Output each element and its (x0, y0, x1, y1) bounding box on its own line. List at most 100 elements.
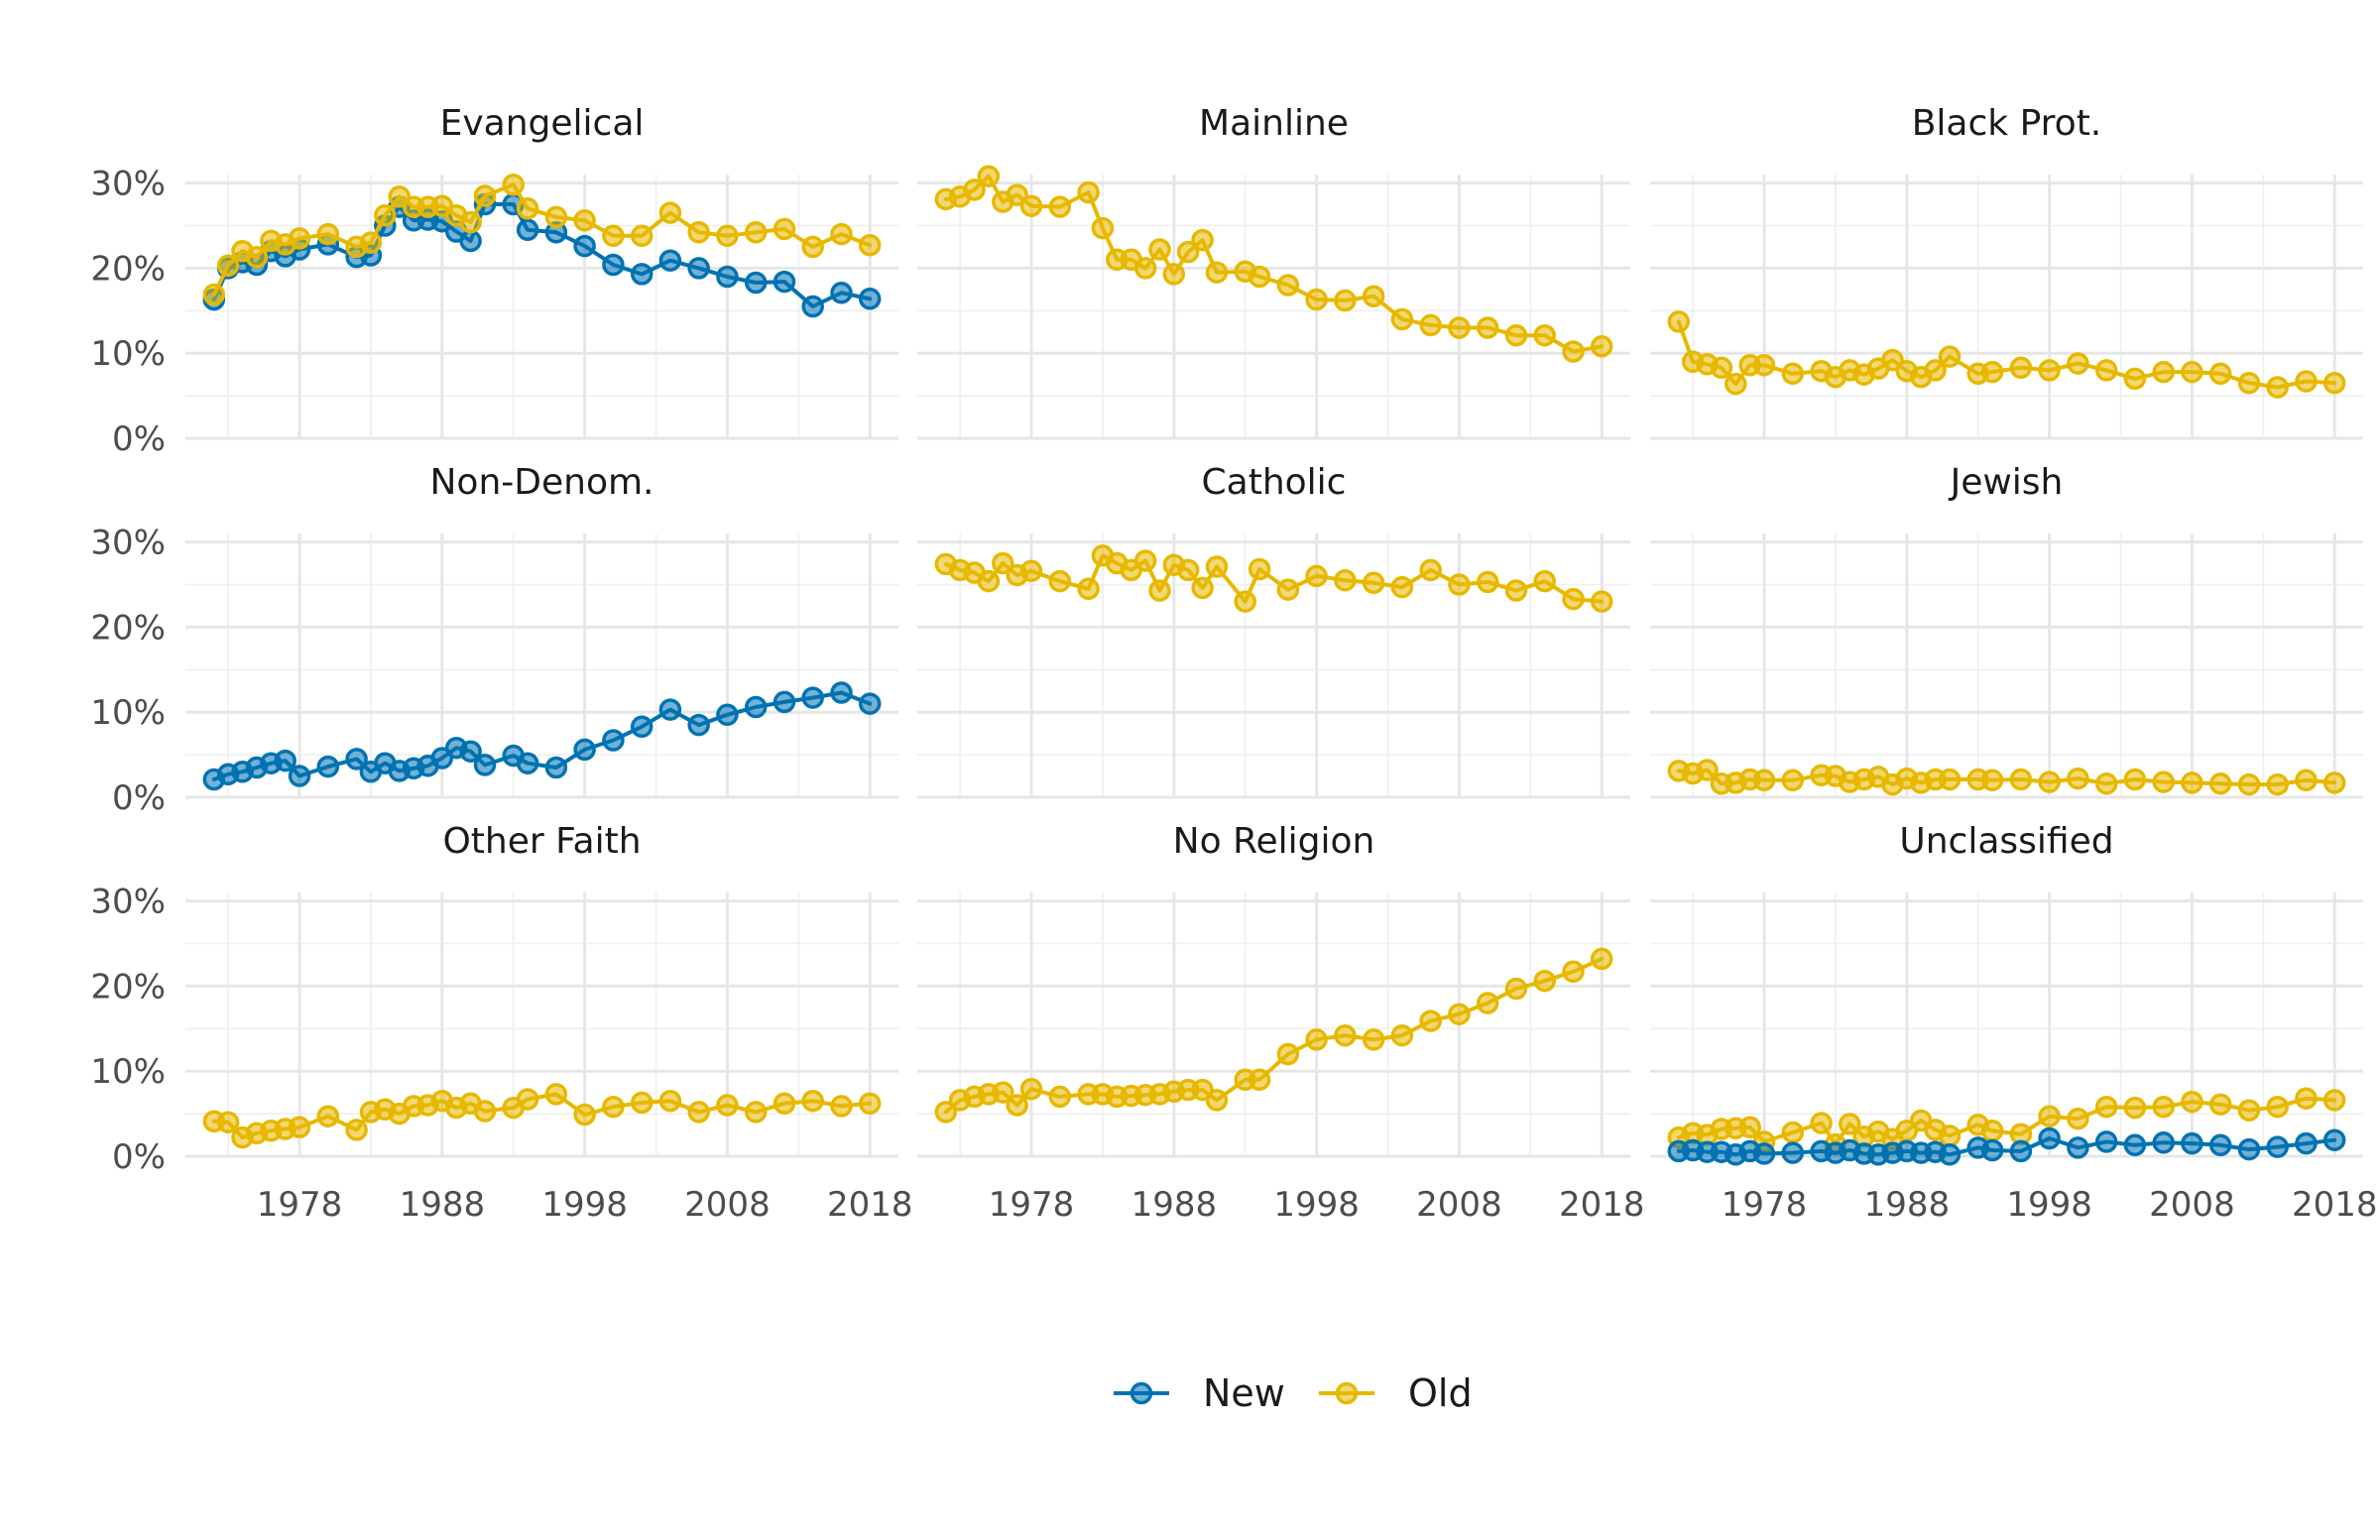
data-point-old (573, 209, 596, 232)
data-point-new (2181, 1131, 2203, 1155)
data-point-new (2237, 1137, 2261, 1161)
data-point-old (2237, 772, 2261, 796)
data-point-old (2123, 1096, 2147, 1120)
x-tick-label: 1988 (1864, 1185, 1951, 1225)
data-point-old (1938, 1125, 1962, 1147)
data-point-old (977, 569, 1001, 593)
data-point-old (2322, 771, 2346, 794)
data-point-new (687, 713, 710, 737)
data-point-old (1048, 569, 1072, 593)
data-point-old (1590, 335, 1613, 358)
data-point-old (1019, 194, 1043, 217)
data-point-old (1334, 289, 1357, 312)
data-point-old (1191, 228, 1214, 252)
data-point-old (2094, 1095, 2118, 1119)
y-tick-label: 10% (90, 1052, 166, 1092)
x-tick-label: 2008 (2149, 1185, 2235, 1225)
panel-title: Unclassified (1899, 821, 2113, 862)
x-tick-label: 1978 (257, 1185, 343, 1225)
panel-black-prot: Black Prot. (1650, 103, 2363, 440)
panel-no-religion: No Religion 1978 1988 1998 2008 2018 (917, 821, 1645, 1225)
data-point-new (459, 229, 482, 253)
data-point-new (2152, 1131, 2175, 1154)
data-point-old (1276, 578, 1300, 601)
data-point-old (2266, 376, 2289, 399)
panel-title: No Religion (1173, 821, 1375, 862)
data-point-new (516, 752, 539, 774)
series-line-old (211, 182, 873, 296)
data-point-new (658, 698, 682, 721)
data-point-old (1176, 558, 1200, 582)
data-point-new (858, 288, 882, 310)
data-point-new (544, 756, 568, 779)
data-point-old (1362, 1028, 1385, 1051)
series-line-new (211, 690, 873, 781)
y-tick-label: 0% (112, 419, 166, 459)
data-point-new (1781, 1141, 1805, 1164)
data-point-new (274, 749, 297, 772)
series-line-old (943, 553, 1605, 604)
data-point-old (2094, 772, 2118, 795)
data-point-old (1205, 1089, 1229, 1112)
data-point-old (1696, 759, 1719, 781)
panel-title: Jewish (1949, 462, 2064, 503)
data-point-old (744, 221, 768, 244)
series-line-new (211, 202, 873, 308)
data-point-old (1390, 1023, 1414, 1047)
data-point-old (288, 1116, 311, 1139)
data-point-old (716, 224, 739, 248)
data-point-old (573, 1103, 596, 1126)
data-point-new (773, 690, 796, 714)
data-point-old (2067, 767, 2089, 790)
data-point-old (1248, 265, 1271, 289)
data-point-old (1448, 316, 1471, 339)
data-point-new (1980, 1138, 2004, 1162)
data-point-old (1504, 323, 1528, 347)
data-point-old (858, 1092, 882, 1116)
data-point-old (374, 203, 397, 227)
data-point-old (2237, 1099, 2261, 1122)
y-tick-label: 30% (90, 165, 166, 204)
data-point-new (830, 681, 853, 704)
data-point-old (602, 1095, 625, 1119)
data-point-old (2181, 771, 2203, 794)
data-point-old (1504, 579, 1528, 602)
panel-title: Other Faith (442, 821, 641, 862)
data-point-old (1839, 1113, 1861, 1135)
data-point-old (1419, 313, 1442, 337)
series-old (1667, 759, 2346, 796)
data-point-old (1390, 307, 1414, 331)
y-tick-label: 30% (90, 883, 166, 922)
data-point-new (744, 271, 768, 295)
data-point-old (2208, 772, 2232, 795)
data-point-old (544, 205, 568, 229)
data-point-old (1133, 257, 1157, 280)
data-point-new (516, 218, 539, 242)
x-tick-label: 2008 (684, 1185, 771, 1225)
data-point-old (801, 1089, 824, 1113)
panel-title: Non-Denom. (430, 462, 654, 503)
data-point-old (1276, 274, 1300, 296)
series-line-old (211, 1092, 873, 1140)
data-point-old (1781, 1121, 1805, 1144)
y-tick-label: 10% (90, 334, 166, 374)
data-point-old (2123, 768, 2147, 791)
data-point-new (2266, 1135, 2289, 1158)
data-point-old (744, 1101, 768, 1124)
data-point-old (830, 222, 853, 246)
data-point-old (2152, 360, 2175, 384)
data-point-old (502, 174, 525, 196)
data-point-old (1362, 571, 1385, 595)
series-line-old (943, 174, 1605, 354)
data-point-old (830, 1095, 853, 1118)
data-point-new (2208, 1133, 2232, 1157)
data-point-new (1938, 1143, 1962, 1166)
data-point-old (1710, 356, 1733, 380)
data-point-old (2038, 770, 2061, 793)
legend-key-point (1335, 1381, 1359, 1405)
data-point-old (1419, 1009, 1442, 1032)
data-point-old (1148, 238, 1171, 261)
data-point-old (1938, 345, 1962, 368)
data-point-old (2208, 1093, 2232, 1116)
data-point-old (2295, 1087, 2318, 1110)
